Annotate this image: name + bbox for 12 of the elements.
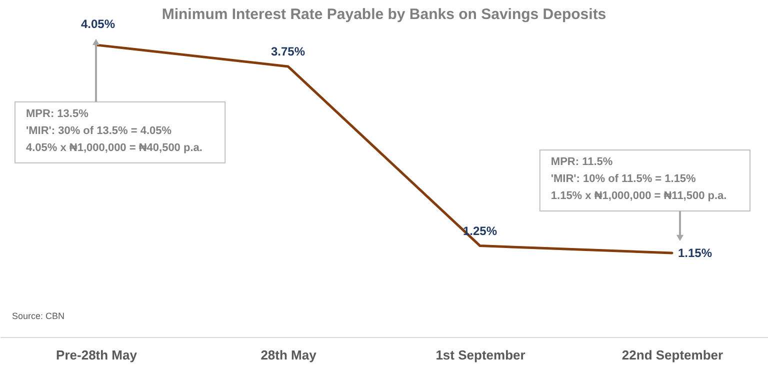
x-tick-label: 28th May [260,348,318,362]
chart-title: Minimum Interest Rate Payable by Banks on Savings Deposits [162,6,606,23]
x-tick-label: 22nd September [622,348,724,362]
annotation: MPR: 13.5% 'MIR': 30% of 13.5% = 4.05% 4.05% x ₦1,000,000 = ₦40,500 p.a. [26,108,202,154]
data-label: 1.15% [678,246,712,260]
source-note: Source: CBN [12,311,65,321]
data-label: 4.05% [80,16,116,31]
annotation: MPR: 11.5% 'MIR': 10% of 11.5% = 1.15% 1.15% x ₦1,000,000 = ₦11,500 p.a. [550,156,727,202]
data-label: 3.75% [270,44,306,58]
x-tick-label: 1st September [436,348,526,362]
data-label: 1.25% [462,224,498,238]
x-tick-label: Pre-28th May [56,348,138,362]
